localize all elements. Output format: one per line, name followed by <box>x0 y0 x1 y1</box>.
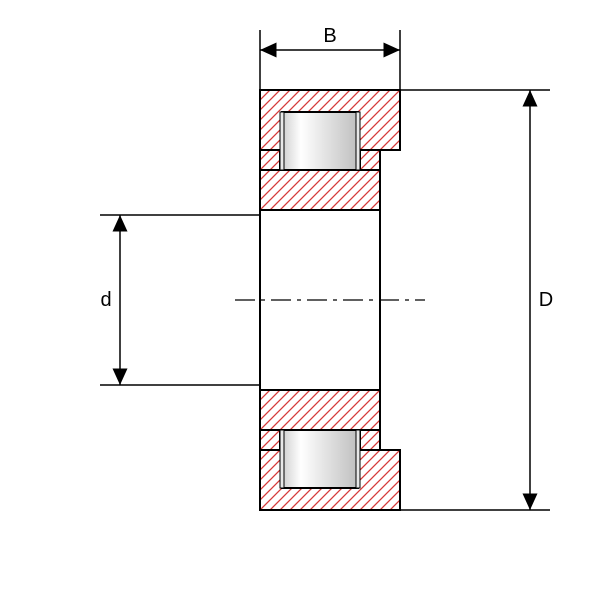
dim-label-B: B <box>323 25 336 47</box>
cross-section-group <box>235 90 425 510</box>
roller-bottom-end-right <box>356 430 360 488</box>
dim-label-D: D <box>539 289 553 311</box>
flange-bot-left <box>260 430 280 450</box>
dim-label-d: d <box>100 289 111 311</box>
flange-bot-right <box>360 430 380 450</box>
roller-top-end-left <box>280 112 284 170</box>
roller-top-end-right <box>356 112 360 170</box>
flange-top-left <box>260 150 280 170</box>
flange-top-right <box>360 150 380 170</box>
roller-bottom <box>282 430 358 488</box>
roller-top <box>282 112 358 170</box>
bearing-cross-section: Bd D <box>0 0 600 600</box>
roller-bottom-end-left <box>280 430 284 488</box>
